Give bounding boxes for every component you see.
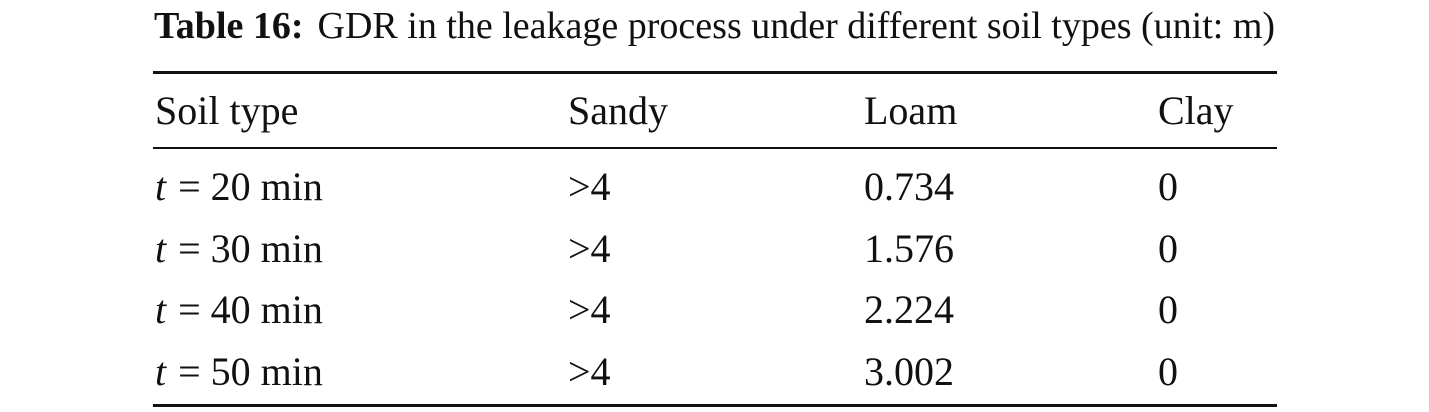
table-caption: Table 16: GDR in the leakage process unde…	[0, 4, 1429, 48]
data-cell: 3.002	[864, 348, 954, 394]
header-cell: Soil type	[155, 88, 299, 133]
data-cell: 1.576	[864, 225, 954, 271]
data-cell: 2.224	[864, 287, 954, 332]
data-cell: >4	[568, 225, 611, 271]
bottom-rule	[153, 404, 1277, 407]
row-label: t = 20 min	[155, 164, 323, 209]
data-cell: 0	[1158, 164, 1178, 209]
data-cell: >4	[568, 287, 611, 332]
data-cell: 0	[1158, 348, 1178, 394]
data-cell: 0	[1158, 225, 1178, 271]
row-label: t = 40 min	[155, 287, 323, 332]
header-cell: Sandy	[568, 88, 668, 133]
caption-text: GDR in the leakage process under differe…	[317, 5, 1276, 47]
header-cell: Clay	[1158, 88, 1234, 133]
mid-rule	[153, 147, 1277, 149]
row-label: t = 30 min	[155, 225, 323, 271]
caption-label: Table 16:	[153, 5, 304, 47]
data-cell: 0	[1158, 287, 1178, 332]
top-rule	[153, 71, 1277, 74]
header-cell: Loam	[864, 88, 958, 133]
data-cell: 0.734	[864, 164, 954, 209]
data-cell: >4	[568, 348, 611, 394]
row-label: t = 50 min	[155, 348, 323, 394]
data-cell: >4	[568, 164, 611, 209]
